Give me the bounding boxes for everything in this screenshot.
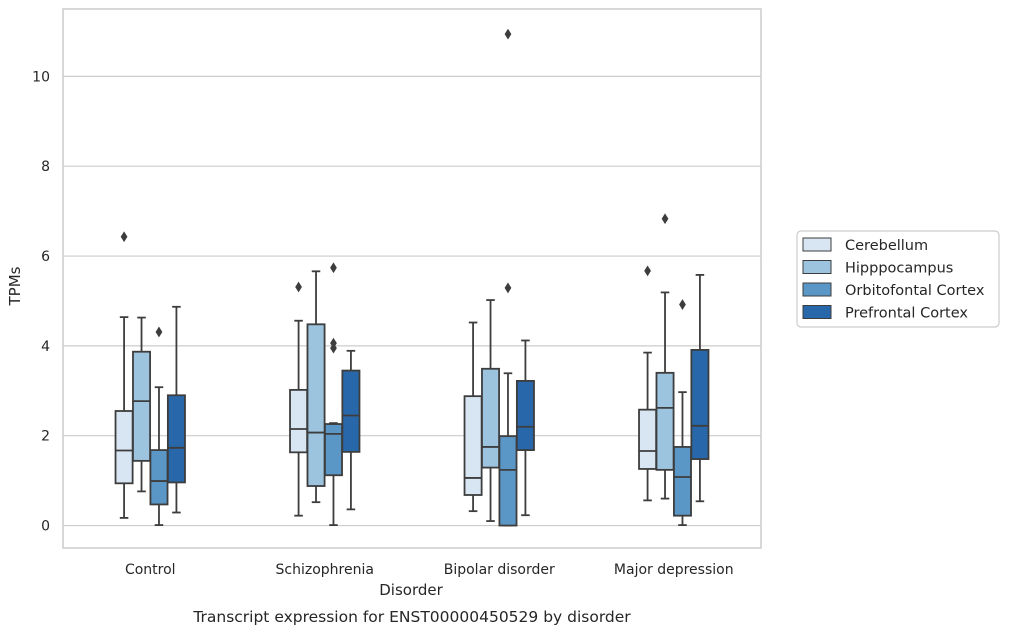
box-prefrontal-cortex-control [166,305,186,514]
box-hipppocampus-major-depression [655,213,675,500]
x-axis: Control Schizophrenia Bipolar disorder Majo… [125,562,734,578]
outlier-point [661,213,669,225]
box-body [132,350,151,462]
box-body [166,394,186,484]
box-orbitofontal-cortex-control [149,326,169,526]
box-body [498,435,518,527]
chart-caption: Transcript expression for ENST0000045052… [192,608,631,626]
box-prefrontal-cortex-schizophrenia [341,349,361,511]
box-body [306,323,326,487]
box-body [289,388,309,454]
outlier-point [295,281,302,293]
y-tick-label: 4 [41,339,50,355]
plot-frame [62,8,762,549]
outlier-point [330,337,337,349]
legend-swatch [802,305,832,319]
box-body [655,371,675,471]
legend-swatch [802,237,832,252]
y-tick-label: 10 [32,69,50,85]
y-tick-label: 2 [41,429,50,445]
legend-label: Cerebellum [845,238,928,254]
legend: Cerebellum Hipppocampus Orbitofontal Corte… [796,230,1000,328]
outlier-point [330,262,337,274]
x-tick-label: Major depression [614,562,734,578]
box-orbitofontal-cortex-major-depression [673,299,692,526]
legend-label: Hipppocampus [845,261,953,277]
box-hipppocampus-bipolar-disorder [481,299,500,522]
x-axis-label: Disorder [379,581,443,599]
box-body [324,423,343,477]
outlier-point [504,282,512,294]
x-tick-label: Schizophrenia [276,562,374,578]
y-tick-label: 0 [41,519,50,535]
box-orbitofontal-cortex-bipolar-disorder [498,28,518,527]
box-body [481,367,500,469]
boxes-layer [114,28,710,527]
x-tick-label: Bipolar disorder [444,562,555,578]
box-cerebellum-major-depression [638,265,658,502]
box-hipppocampus-control [132,316,151,493]
y-tick-label: 6 [41,249,50,265]
box-body [515,380,535,451]
legend-frame [796,230,1000,328]
legend-swatch [802,260,832,274]
box-prefrontal-cortex-bipolar-disorder [515,339,535,517]
box-body [690,349,710,460]
y-axis: 0 2 4 6 8 10 [32,69,50,534]
box-prefrontal-cortex-major-depression [690,274,710,503]
y-axis-label: TPMs [6,266,24,306]
box-body [149,449,169,506]
box-body [638,408,658,470]
box-hipppocampus-schizophrenia [306,270,326,504]
legend-label: Orbitofontal Cortex [845,283,985,299]
box-cerebellum-bipolar-disorder [463,321,483,513]
box-body [341,369,361,453]
legend-label: Prefrontal Cortex [845,306,968,322]
outlier-point [644,265,651,277]
box-body [114,410,134,485]
y-tick-label: 8 [41,159,50,175]
outlier-point [679,299,686,310]
box-cerebellum-schizophrenia [289,281,309,517]
box-body [673,446,692,517]
legend-swatch [802,282,832,297]
x-tick-label: Control [125,562,176,578]
outlier-point [155,326,163,338]
box-body [463,395,483,496]
outlier-point [504,28,512,40]
outlier-point [120,231,128,243]
